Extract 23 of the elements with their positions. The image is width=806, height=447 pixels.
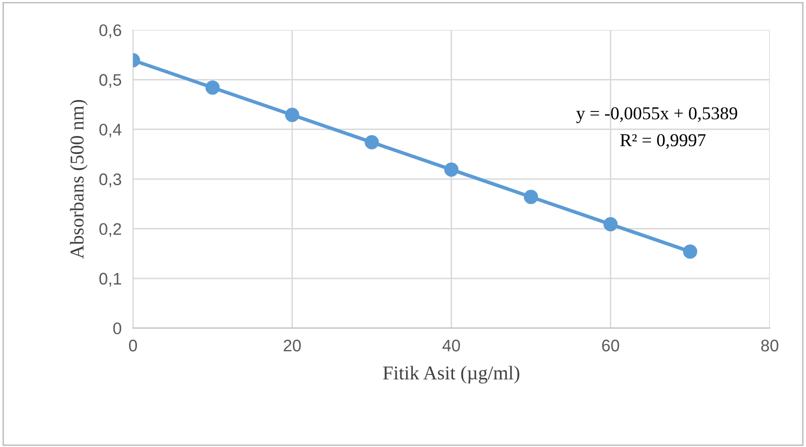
x-axis-title: Fitik Asit (µg/ml) <box>383 366 520 384</box>
y-tick-label: 0,2 <box>99 223 122 237</box>
y-tick-label: 0,1 <box>99 272 122 287</box>
x-tick-label: 20 <box>284 340 301 352</box>
point <box>205 80 220 95</box>
y-tick-label: 0,4 <box>99 124 122 138</box>
x-tick-label: 80 <box>761 340 778 352</box>
x-tick-label: 60 <box>602 340 620 352</box>
point <box>524 190 538 204</box>
y-tick-label: 0,6 <box>99 24 122 38</box>
point <box>285 108 300 122</box>
point <box>603 217 618 232</box>
point <box>364 135 379 150</box>
y-tick-label: 0 <box>113 322 122 334</box>
y-tick-label: 0,5 <box>99 74 122 88</box>
annotation: y = -0,0055x + 0,5389 <box>576 107 738 124</box>
y-axis-title: Absorbans (500 nm) <box>70 100 88 259</box>
x-tick-label: 40 <box>442 340 460 352</box>
y-tick-label: 0,3 <box>99 173 122 188</box>
point <box>444 162 458 177</box>
point <box>683 244 698 259</box>
annotation: R² = 0,9997 <box>620 134 706 149</box>
x-tick-label: 0 <box>129 340 137 352</box>
